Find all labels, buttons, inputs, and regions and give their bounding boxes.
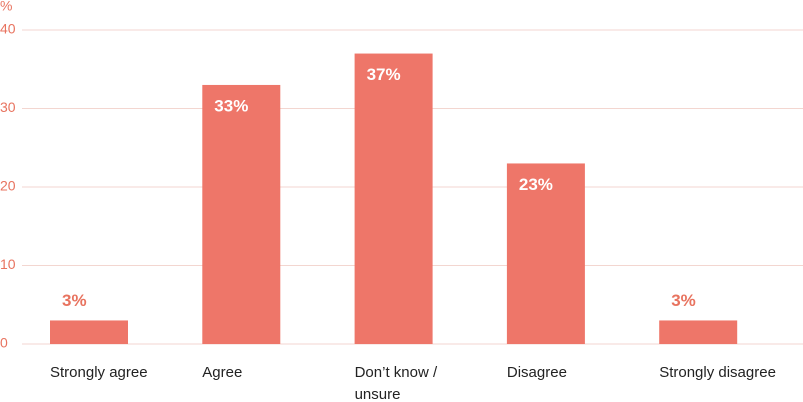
value-label: 3% [671,291,696,310]
value-label: 3% [62,291,87,310]
x-tick-label: Don’t know / unsure [354,364,438,402]
y-tick-label: 0 [0,335,8,351]
value-label: 23% [519,175,553,194]
y-tick-label: 40 [0,21,16,37]
bar [50,320,128,344]
y-tick-label: 30 [0,99,16,115]
bar [202,84,281,344]
y-tick-label: 20 [0,178,16,194]
x-tick-label: Agree [202,364,243,381]
bar [354,53,433,345]
x-tick-label: Disagree [506,364,567,381]
x-tick-label: Strongly agree [50,364,148,381]
x-tick-label: Strongly disagree [659,364,776,381]
bar [506,163,585,344]
value-label: 37% [367,65,401,84]
bar [659,320,738,344]
value-label: 33% [214,96,248,115]
y-axis-label: % [0,0,12,14]
y-tick-label: 10 [0,256,16,272]
